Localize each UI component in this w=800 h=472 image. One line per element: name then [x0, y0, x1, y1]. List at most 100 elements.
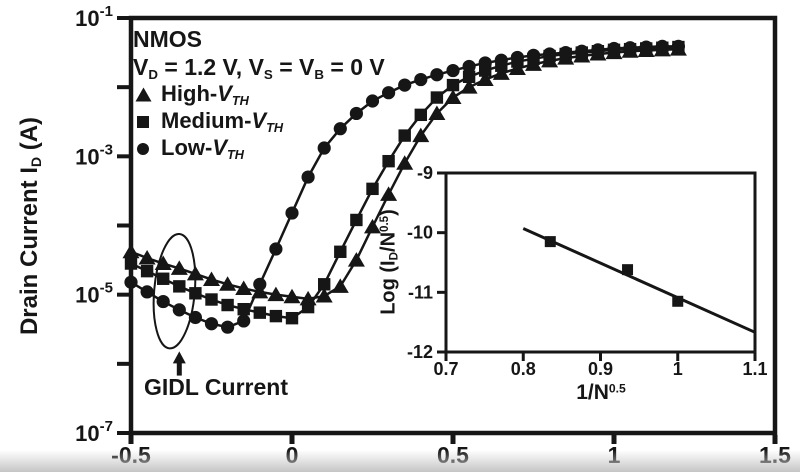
- series-marker-triangle: [396, 155, 414, 170]
- main-y-tick-label: 10-3: [75, 141, 113, 169]
- series-marker-circle: [462, 59, 476, 74]
- series-marker-circle: [285, 206, 299, 220]
- text-segment: High-: [161, 81, 218, 107]
- main-plot-frame: [128, 15, 778, 436]
- series-marker-triangle: [621, 43, 639, 58]
- series-marker-circle: [156, 294, 170, 309]
- series-marker-square: [205, 293, 218, 306]
- series-marker-triangle: [122, 243, 140, 259]
- series-marker-triangle: [541, 52, 559, 68]
- series-marker-circle: [237, 314, 251, 328]
- text-segment: = V: [272, 54, 315, 80]
- main-y-tick-label: 10-1: [75, 3, 113, 31]
- triangle-marker-shape: [135, 87, 152, 102]
- inset-y-axis-title: Log (ID/N0.5): [377, 209, 400, 315]
- series-marker-triangle: [203, 271, 220, 286]
- inset-y-tick-label: -10: [407, 223, 433, 243]
- inset-x-tick-label: 1.1: [742, 359, 767, 379]
- text-segment: 0.5: [608, 381, 626, 396]
- legend-bias-conditions: VD = 1.2 V, VS = VB = 0 V: [133, 53, 385, 82]
- series-marker-circle: [382, 86, 396, 100]
- series-marker-triangle: [412, 127, 430, 143]
- inset-x-axis-title: 1/N0.5: [576, 381, 626, 405]
- circle-marker-shape: [137, 143, 149, 155]
- text-segment: D: [28, 156, 45, 167]
- series-marker-square: [350, 213, 363, 227]
- inset-plot-frame: [444, 171, 757, 354]
- gidl-arrow-head: [172, 351, 186, 364]
- series-marker-circle: [446, 63, 460, 78]
- series-marker-triangle: [331, 278, 349, 293]
- square-marker-icon: [137, 116, 149, 128]
- series-marker-square: [285, 311, 299, 325]
- legend-item-circle: Low-VTH: [133, 135, 385, 162]
- series-marker-triangle: [573, 48, 591, 63]
- series-marker-circle: [333, 122, 347, 136]
- square-marker-shape: [137, 116, 149, 128]
- series-marker-square: [318, 278, 331, 291]
- series-marker-triangle: [557, 50, 575, 65]
- series-marker-triangle: [605, 44, 623, 60]
- text-segment: TH: [231, 92, 249, 108]
- series-marker-triangle: [525, 56, 542, 71]
- series-marker-square: [124, 257, 138, 270]
- text-segment: Log (I: [377, 260, 400, 315]
- series-marker-triangle: [669, 41, 687, 56]
- inset-data-point: [544, 236, 556, 248]
- series-marker-circle: [430, 68, 444, 82]
- series-marker-square: [221, 298, 234, 312]
- inset-y-tick-label: -11: [408, 282, 433, 302]
- series-marker-square: [430, 91, 444, 104]
- inset-x-tick-label: 0.9: [588, 359, 613, 379]
- series-marker-triangle: [154, 255, 172, 271]
- text-segment: TH: [227, 146, 245, 162]
- inset-x-tick-label: 0.7: [433, 359, 458, 379]
- text-segment: D: [387, 251, 401, 261]
- series-marker-circle: [365, 94, 380, 108]
- series-marker-triangle: [653, 41, 671, 57]
- series-marker-circle: [349, 106, 363, 121]
- text-segment: ): [377, 209, 400, 216]
- series-marker-circle: [269, 242, 283, 256]
- series-marker-triangle: [235, 280, 253, 295]
- series-marker-square: [366, 182, 379, 196]
- main-y-axis-title: Drain Current ID (A): [16, 117, 44, 335]
- text-segment: V: [133, 54, 149, 80]
- series-marker-square: [414, 108, 427, 122]
- series-marker-triangle: [347, 252, 365, 267]
- triangle-marker-icon: [135, 87, 152, 102]
- text-segment: = 1.2 V, V: [157, 54, 264, 80]
- series-marker-square: [382, 154, 395, 168]
- series-marker-square: [462, 70, 476, 83]
- inset-x-tick-label: 0.8: [511, 359, 536, 379]
- text-segment: Low-: [161, 135, 213, 161]
- screenshot-bottom-gradient: [0, 450, 800, 472]
- text-segment: Drain Current I: [15, 167, 43, 336]
- series-marker-triangle: [267, 286, 285, 302]
- legend-device-type: NMOS: [133, 26, 202, 52]
- text-segment: 0.5: [377, 215, 391, 232]
- series-marker-circle: [172, 303, 186, 317]
- text-segment: TH: [266, 119, 284, 135]
- inset-y-tick-label: -12: [407, 342, 433, 362]
- gidl-annotation-label: GIDL Current: [144, 374, 288, 400]
- text-segment: 1/N: [576, 381, 609, 404]
- series-marker-triangle: [315, 288, 333, 303]
- text-segment: = 0 V: [324, 54, 385, 80]
- series-marker-triangle: [251, 283, 269, 299]
- text-segment: B: [314, 67, 325, 82]
- series-marker-triangle: [589, 45, 607, 61]
- series-marker-circle: [140, 285, 154, 299]
- inset-fit-line: [522, 227, 756, 334]
- series-marker-square: [140, 264, 154, 278]
- series-marker-square: [479, 64, 492, 77]
- series-marker-triangle: [428, 105, 446, 120]
- inset-x-tick-label: 1: [673, 359, 683, 379]
- series-marker-square: [269, 309, 283, 323]
- series-marker-triangle: [460, 79, 478, 94]
- series-marker-triangle: [380, 186, 398, 201]
- legend-item-square: Medium-VTH: [133, 108, 385, 135]
- inset-data-point: [672, 295, 684, 307]
- series-marker-triangle: [508, 60, 526, 75]
